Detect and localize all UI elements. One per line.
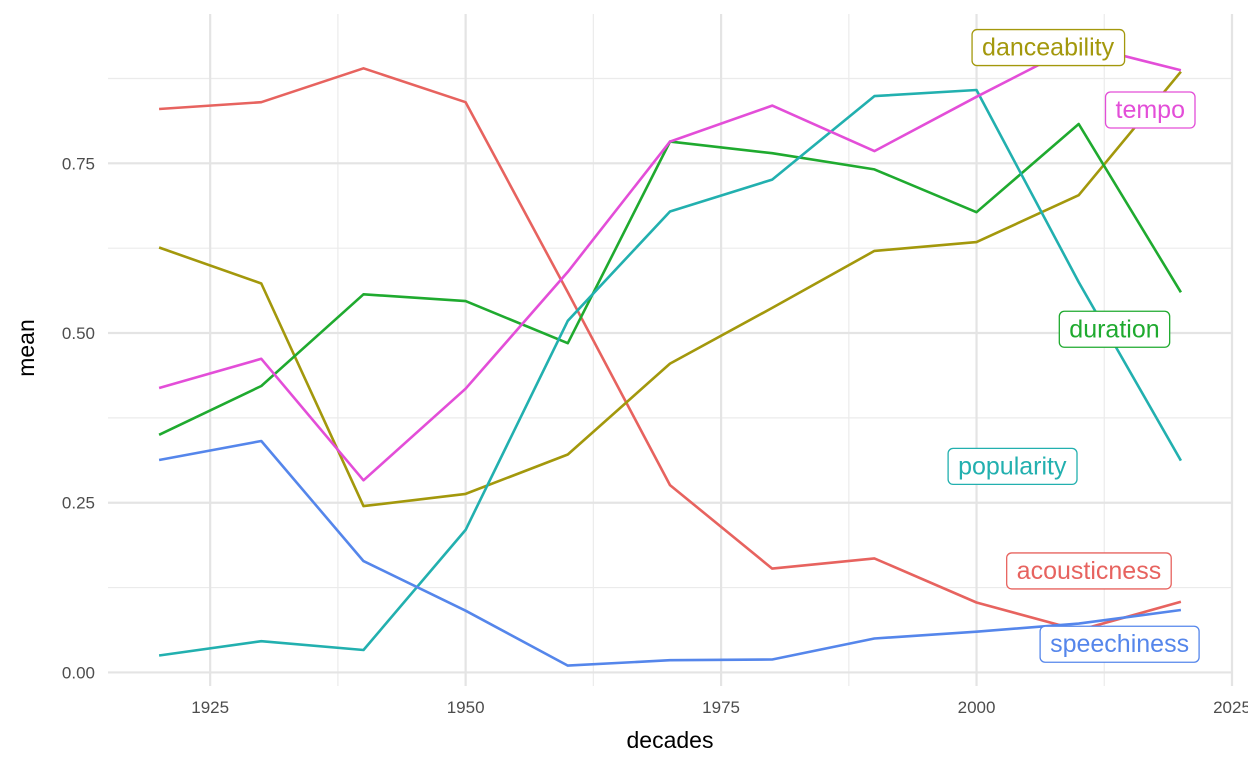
series-label-text: duration bbox=[1069, 315, 1159, 343]
x-tick-label: 2000 bbox=[958, 698, 996, 717]
series-label-text: tempo bbox=[1116, 96, 1185, 124]
x-tick-label: 1950 bbox=[447, 698, 485, 717]
y-axis-ticks: 0.00 0.25 0.50 0.75 bbox=[62, 154, 95, 682]
series-lines bbox=[158, 43, 1183, 667]
x-tick-label: 1975 bbox=[702, 698, 740, 717]
y-tick-label: 0.00 bbox=[62, 663, 95, 682]
series-label-box bbox=[1039, 625, 1200, 663]
y-tick-label: 0.75 bbox=[62, 154, 95, 173]
series-line-tempo bbox=[158, 43, 1182, 482]
series-label-acousticness: acousticness bbox=[1006, 552, 1172, 590]
x-axis-title: decades bbox=[627, 727, 714, 753]
minor-gridlines bbox=[108, 14, 1232, 686]
series-label-tempo: tempo bbox=[1104, 91, 1196, 129]
series-label-popularity: popularity bbox=[947, 447, 1078, 486]
y-axis-title: mean bbox=[13, 319, 39, 377]
series-label-speechiness: speechiness bbox=[1039, 625, 1200, 663]
series-label-box bbox=[1006, 552, 1172, 590]
x-tick-label: 2025 bbox=[1213, 698, 1248, 717]
series-label-text: danceability bbox=[982, 34, 1115, 62]
series-label-box bbox=[1104, 91, 1196, 129]
y-tick-label: 0.50 bbox=[62, 324, 95, 343]
series-line-duration bbox=[158, 122, 1183, 436]
series-line-acousticness bbox=[159, 67, 1182, 632]
series-label-box bbox=[1058, 310, 1171, 348]
series-label-duration: duration bbox=[1058, 310, 1171, 348]
series-labels: acousticness danceability duration populari… bbox=[947, 28, 1200, 663]
y-tick-label: 0.25 bbox=[62, 494, 95, 513]
series-line-popularity bbox=[158, 88, 1183, 657]
series-label-danceability: danceability bbox=[971, 28, 1126, 67]
series-label-text: speechiness bbox=[1050, 630, 1189, 658]
x-tick-label: 1925 bbox=[191, 698, 229, 717]
series-label-text: popularity bbox=[958, 452, 1067, 480]
series-label-text: acousticness bbox=[1017, 557, 1162, 585]
series-label-box bbox=[947, 447, 1078, 486]
major-gridlines bbox=[108, 14, 1234, 686]
series-line-speechiness bbox=[158, 439, 1182, 667]
x-axis-ticks: 1925 1950 1975 2000 2025 bbox=[191, 698, 1248, 717]
series-line-danceability bbox=[158, 70, 1182, 508]
series-label-box bbox=[971, 28, 1126, 67]
